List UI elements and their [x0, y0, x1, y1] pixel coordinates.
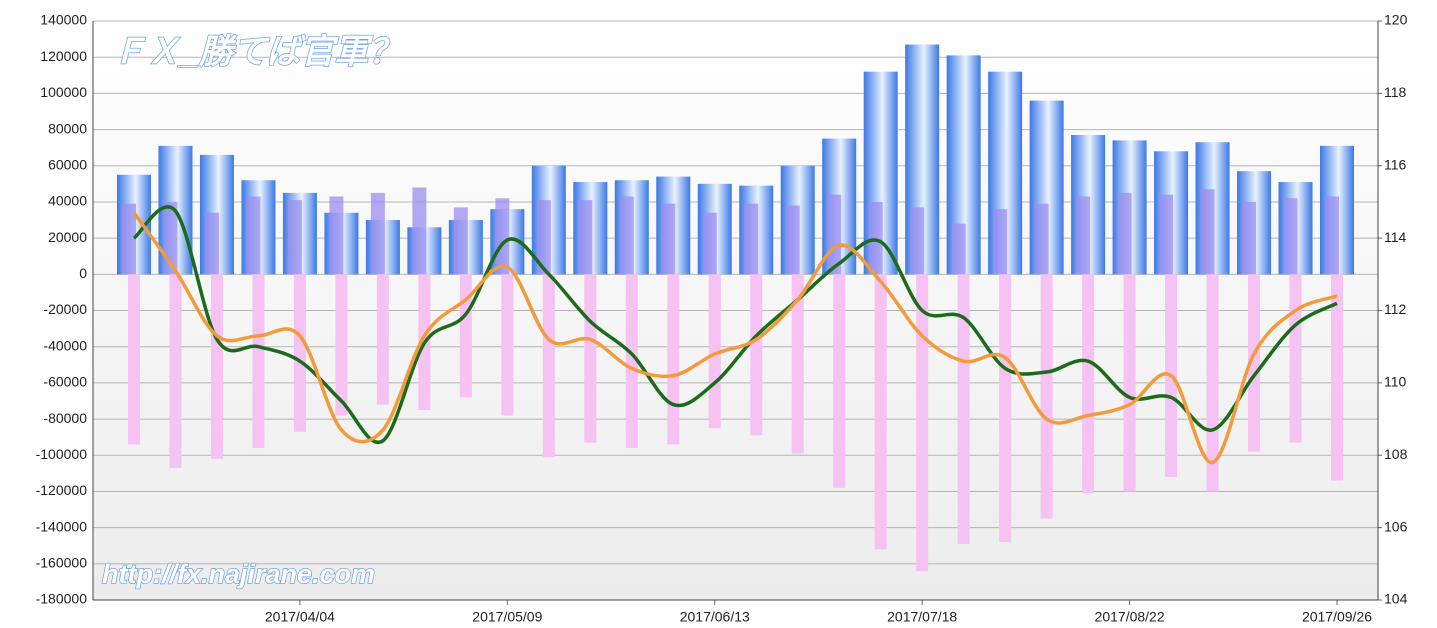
x-tick-label: 2017/07/18: [887, 609, 957, 625]
bar: [1289, 274, 1302, 443]
bar: [501, 274, 514, 416]
bar: [370, 192, 385, 275]
y-tick-label: 100000: [40, 84, 87, 100]
bar: [1242, 201, 1257, 275]
bar: [584, 274, 597, 443]
bar: [993, 209, 1008, 275]
bar: [287, 200, 302, 275]
watermark-title: ＦＸ_勝てば官軍？: [112, 33, 402, 71]
bar: [495, 198, 510, 275]
line: [132, 205, 1338, 445]
y-tick-label: 80000: [48, 120, 87, 136]
bar: [1117, 192, 1132, 275]
bar: [542, 274, 555, 458]
y-tick-label: 120000: [40, 48, 87, 64]
bar: [1076, 196, 1091, 275]
y2-tick-label: 112: [1384, 301, 1407, 317]
y2-tick-label: 104: [1384, 591, 1408, 607]
bar: [578, 200, 593, 275]
bar: [1159, 194, 1174, 275]
bar: [702, 212, 717, 275]
x-tick-label: 2017/06/13: [680, 609, 750, 625]
y-tick-label: 0: [79, 265, 87, 281]
y-tick-label: -160000: [36, 555, 88, 571]
bar: [204, 212, 219, 275]
y2-tick-label: 110: [1384, 374, 1407, 390]
y2-tick-label: 120: [1384, 12, 1408, 28]
bar: [252, 274, 265, 449]
bar: [329, 196, 344, 275]
y-tick-label: -180000: [36, 591, 88, 607]
y2-tick-label: 108: [1384, 446, 1408, 462]
bar: [293, 274, 306, 432]
y-tick-label: -120000: [36, 482, 88, 498]
bar: [1123, 274, 1136, 492]
bar: [999, 274, 1012, 543]
bar: [957, 274, 970, 544]
bar: [868, 201, 883, 275]
bar: [667, 274, 680, 445]
y2-tick-label: 106: [1384, 518, 1408, 534]
bar: [536, 200, 551, 275]
bar: [1248, 274, 1261, 452]
y-tick-label: -80000: [43, 410, 87, 426]
line: [132, 211, 1338, 465]
bar: [785, 205, 800, 275]
y-tick-label: 20000: [48, 229, 87, 245]
bar: [1206, 274, 1219, 492]
bar: [453, 207, 468, 275]
bar: [744, 203, 759, 275]
x-tick-label: 2017/04/04: [265, 609, 335, 625]
x-tick-label: 2017/05/09: [472, 609, 542, 625]
bar: [916, 274, 929, 572]
bar: [335, 274, 348, 416]
bar: [122, 203, 136, 275]
bar: [1283, 198, 1298, 275]
y-tick-label: -140000: [36, 518, 88, 534]
watermark-url: http://fx.najirane.com: [102, 559, 375, 589]
y-tick-label: 140000: [40, 12, 87, 28]
bar: [951, 223, 966, 275]
bar: [376, 274, 389, 405]
bar: [661, 203, 676, 275]
x-tick-label: 2017/08/22: [1095, 609, 1165, 625]
bar: [619, 196, 634, 275]
bar: [1040, 274, 1053, 519]
bar: [1034, 203, 1049, 275]
y2-tick-label: 118: [1384, 84, 1407, 100]
bar: [1331, 274, 1343, 481]
y-tick-label: -20000: [43, 301, 87, 317]
bar: [910, 207, 925, 275]
y2-tick-label: 114: [1384, 229, 1407, 245]
bar: [1082, 274, 1095, 494]
y-tick-label: 60000: [48, 156, 87, 172]
bar: [708, 274, 721, 429]
y-tick-label: -60000: [43, 374, 87, 390]
bar: [625, 274, 638, 449]
bar: [833, 274, 846, 488]
bar: [827, 194, 842, 275]
bar: [246, 196, 261, 275]
y-tick-label: -100000: [36, 446, 88, 462]
y-tick-label: 40000: [48, 193, 87, 209]
bar: [1200, 189, 1215, 275]
bar: [874, 274, 887, 550]
y-tick-label: -40000: [43, 337, 87, 353]
bar: [128, 274, 140, 445]
bar: [169, 274, 182, 468]
y2-tick-label: 116: [1384, 156, 1407, 172]
bar: [459, 274, 472, 398]
bar: [210, 274, 223, 459]
x-tick-label: 2017/09/26: [1302, 609, 1372, 625]
bar: [412, 187, 427, 275]
bar: [750, 274, 763, 436]
bar: [791, 274, 804, 454]
bar: [1325, 196, 1339, 275]
